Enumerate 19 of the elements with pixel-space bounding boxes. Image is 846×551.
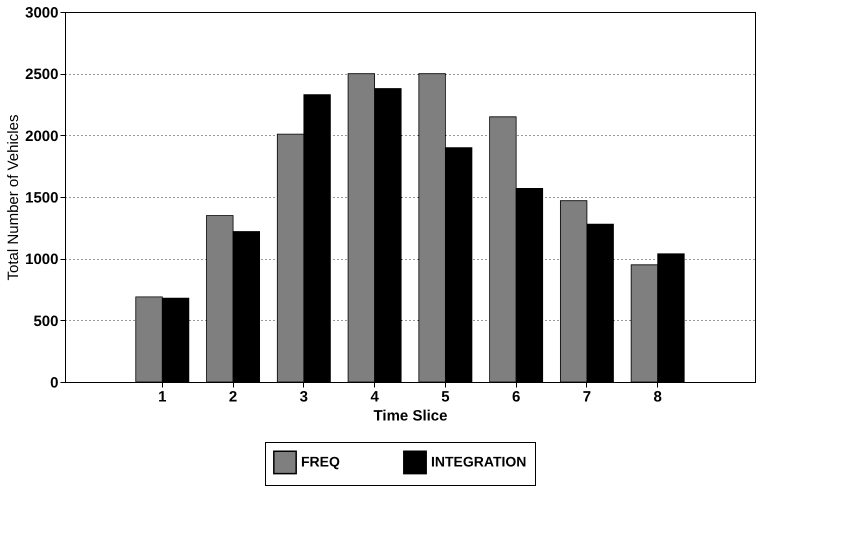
x-tick-label: 7	[582, 388, 592, 406]
y-tick-label: 3000	[25, 4, 58, 22]
x-tick-label: 3	[300, 388, 308, 406]
y-tick-label: 1500	[25, 190, 58, 206]
y-tick-label: 2500	[25, 66, 58, 84]
y-axis-title: Total Number of Vehicles	[5, 114, 22, 280]
x-tick-label: 5	[441, 388, 450, 406]
x-tick-label: 8	[654, 388, 662, 406]
x-tick-label: 4	[370, 388, 380, 406]
legend-label: INTEGRATION	[431, 453, 526, 470]
x-axis-title: Time Slice	[374, 408, 448, 424]
y-tick-label: 1000	[25, 251, 58, 268]
x-tick-label: 6	[512, 388, 520, 406]
y-tick-label: 2000	[25, 128, 58, 145]
x-tick-label: 2	[228, 388, 238, 406]
y-tick-label: 0	[50, 374, 58, 392]
legend-label: FREQ	[301, 453, 340, 470]
x-tick-label: 1	[158, 388, 166, 406]
y-tick-label: 500	[33, 312, 58, 330]
